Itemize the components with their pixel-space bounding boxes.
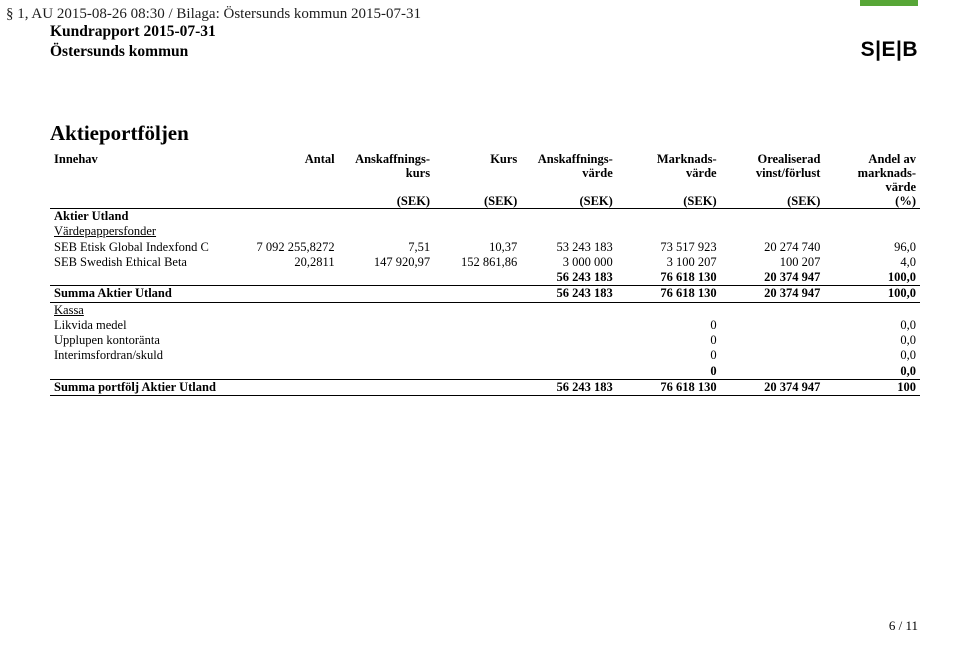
unit-akurs: (SEK) [339,194,435,209]
summa-utland-mvarde: 76 618 130 [617,286,721,302]
holding-antal: 20,2811 [226,255,338,270]
holding-andel: 96,0 [824,240,920,255]
kassa-sum-mvarde: 0 [617,364,721,380]
col-andel-2: marknads- [824,166,920,180]
portfolio-sum-avarde: 56 243 183 [521,379,617,395]
portfolio-sum-row: Summa portfölj Aktier Utland 56 243 183 … [50,379,920,395]
summa-utland-avarde: 56 243 183 [521,286,617,302]
subtotal-avarde: 56 243 183 [521,270,617,286]
kassa-andel: 0,0 [824,348,920,363]
col-andel: Andel av [824,152,920,166]
kassa-row: Upplupen kontoränta 0 0,0 [50,333,920,348]
section-title: Aktieportföljen [50,121,918,146]
holding-oreal: 20 274 740 [721,240,825,255]
seb-logo-text: S|E|B [861,38,918,61]
portfolio-sum-andel: 100 [824,379,920,395]
portfolio-table: Innehav Antal Anskaffnings- Kurs Anskaff… [50,152,920,396]
holding-name: SEB Etisk Global Indexfond C [50,240,226,255]
subcat-row: Värdepappersfonder [50,224,920,239]
unit-mvarde: (SEK) [617,194,721,209]
subtotal-oreal: 20 374 947 [721,270,825,286]
holding-kurs: 152 861,86 [434,255,521,270]
kassa-title-row: Kassa [50,302,920,318]
subtotal-row: 56 243 183 76 618 130 20 374 947 100,0 [50,270,920,286]
kassa-andel: 0,0 [824,333,920,348]
col-antal: Antal [226,152,338,166]
kassa-andel: 0,0 [824,318,920,333]
kassa-name: Interimsfordran/skuld [50,348,226,363]
col-oreal: Orealiserad [721,152,825,166]
holding-row: SEB Swedish Ethical Beta 20,2811 147 920… [50,255,920,270]
portfolio-sum-oreal: 20 374 947 [721,379,825,395]
subtotal-andel: 100,0 [824,270,920,286]
holding-avarde: 53 243 183 [521,240,617,255]
summa-utland-andel: 100,0 [824,286,920,302]
group-title: Aktier Utland [50,209,920,225]
unit-oreal: (SEK) [721,194,825,209]
kassa-title: Kassa [50,302,920,318]
col-andel-3: värde [824,180,920,194]
summa-utland-label: Summa Aktier Utland [50,286,226,302]
holding-andel: 4,0 [824,255,920,270]
subcat-label: Värdepappersfonder [50,224,920,239]
unit-avarde: (SEK) [521,194,617,209]
col-mvarde: Marknads- [617,152,721,166]
kassa-mvarde: 0 [617,348,721,363]
report-title: Kundrapport 2015-07-31 [50,23,918,41]
unit-row: (SEK) (SEK) (SEK) (SEK) (SEK) (%) [50,194,920,209]
portfolio-sum-mvarde: 76 618 130 [617,379,721,395]
header-row-2: kurs värde värde vinst/förlust marknads- [50,166,920,180]
kassa-sum-row: 0 0,0 [50,364,920,380]
summa-utland-oreal: 20 374 947 [721,286,825,302]
kassa-row: Likvida medel 0 0,0 [50,318,920,333]
unit-andel: (%) [824,194,920,209]
col-innehav: Innehav [50,152,226,166]
portfolio-sum-label: Summa portfölj Aktier Utland [50,379,226,395]
holding-akurs: 7,51 [339,240,435,255]
subtotal-mvarde: 76 618 130 [617,270,721,286]
holding-oreal: 100 207 [721,255,825,270]
header-row-1: Innehav Antal Anskaffnings- Kurs Anskaff… [50,152,920,166]
holding-mvarde: 3 100 207 [617,255,721,270]
col-oreal-2: vinst/förlust [721,166,825,180]
kassa-name: Upplupen kontoränta [50,333,226,348]
summa-utland-row: Summa Aktier Utland 56 243 183 76 618 13… [50,286,920,302]
holding-mvarde: 73 517 923 [617,240,721,255]
client-name: Östersunds kommun [50,43,918,61]
col-akurs: Anskaffnings- [339,152,435,166]
holding-avarde: 3 000 000 [521,255,617,270]
holding-name: SEB Swedish Ethical Beta [50,255,226,270]
header-row-3: värde [50,180,920,194]
col-akurs-2: kurs [339,166,435,180]
meta-line: § 1, AU 2015-08-26 08:30 / Bilaga: Öster… [6,6,918,23]
holding-antal: 7 092 255,8272 [226,240,338,255]
seb-logo: S|E|B [861,38,918,62]
unit-kurs: (SEK) [434,194,521,209]
col-avarde: Anskaffnings- [521,152,617,166]
holding-kurs: 10,37 [434,240,521,255]
col-mvarde-2: värde [617,166,721,180]
holding-akurs: 147 920,97 [339,255,435,270]
kassa-row: Interimsfordran/skuld 0 0,0 [50,348,920,363]
kassa-mvarde: 0 [617,318,721,333]
col-kurs: Kurs [434,152,521,166]
kassa-sum-andel: 0,0 [824,364,920,380]
page-number: 6 / 11 [889,618,918,634]
kassa-mvarde: 0 [617,333,721,348]
col-avarde-2: värde [521,166,617,180]
holding-row: SEB Etisk Global Indexfond C 7 092 255,8… [50,240,920,255]
group-title-row: Aktier Utland [50,209,920,225]
kassa-name: Likvida medel [50,318,226,333]
